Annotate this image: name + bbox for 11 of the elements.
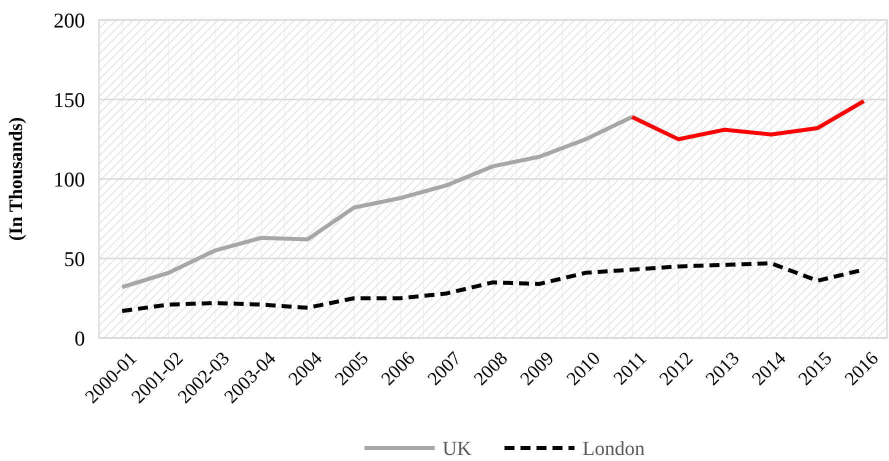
y-tick-label: 50 xyxy=(64,246,85,271)
legend-label: London xyxy=(582,438,645,460)
y-tick-label: 150 xyxy=(54,88,85,112)
line-series xyxy=(120,114,634,290)
line-series xyxy=(630,99,866,142)
y-tick-label: 100 xyxy=(54,167,85,192)
legend-label: UK xyxy=(442,438,472,460)
y-tick-label: 200 xyxy=(54,8,85,32)
y-tick-label: 0 xyxy=(74,326,85,350)
x-tick-label: 2011 xyxy=(610,348,651,390)
y-axis-title: (In Thousands) xyxy=(6,117,27,241)
